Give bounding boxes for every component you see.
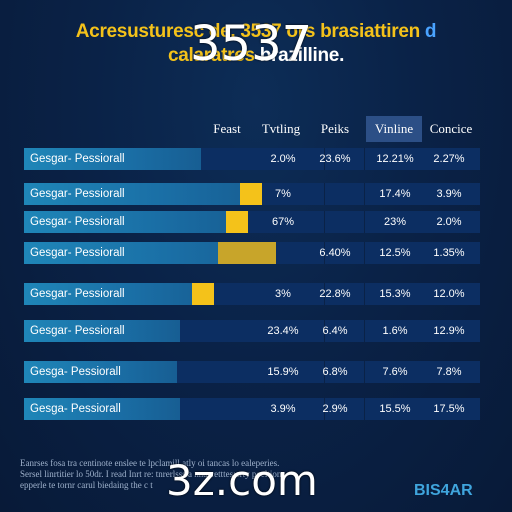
row-divider <box>364 148 365 170</box>
row-divider <box>324 361 325 383</box>
row-value-tvtling: 7% <box>275 188 291 200</box>
row-value-vinline: 15.3% <box>379 288 411 300</box>
chart-title: Acresusturesc de. 3537 ors brasiattiren … <box>0 20 512 68</box>
row-divider <box>364 398 365 420</box>
row-divider <box>364 361 365 383</box>
row-bar-fill <box>24 148 201 170</box>
row-bar-fill <box>24 361 177 383</box>
row-value-tvtling: 23.4% <box>267 325 299 337</box>
watermark-text: 3z.com <box>166 456 318 505</box>
row-divider <box>364 211 365 233</box>
row-value-tvtling: 15.9% <box>267 366 299 378</box>
row-value-peiks: 2.9% <box>322 403 348 415</box>
title-line-1: Acresusturesc de. 3537 ors brasiattiren … <box>0 20 512 44</box>
row-value-vinline: 12.21% <box>376 153 414 165</box>
row-divider <box>364 320 365 342</box>
column-header-tvtling: Tvtling <box>261 121 301 136</box>
table-row: Gesga- Pessiorall 3.9% 2.9% 15.5% 17.5% <box>24 398 480 420</box>
footer-note-line: epperle te tornr carul biedaing the c t <box>20 480 153 490</box>
row-value-concice: 3.9% <box>436 188 462 200</box>
row-value-peiks: 6.40% <box>319 247 351 259</box>
brand-logo: BIS4AR <box>414 482 473 499</box>
title-line-2-text: calaratres <box>167 45 260 66</box>
row-divider <box>324 242 325 264</box>
title-line-1-text: Acresusturesc de. 3537 ors brasiattiren <box>75 21 421 42</box>
table-row: Gesgar- Pessiorall 2.0% 23.6% 12.21% 2.27% <box>24 148 480 170</box>
row-divider <box>364 283 365 305</box>
row-value-vinline: 15.5% <box>379 403 411 415</box>
row-label: Gesgar- Pessiorall <box>30 288 125 300</box>
row-bar-fill <box>24 183 262 205</box>
table-row: Gesgar- Pessiorall 6.40% 12.5% 1.35% <box>24 242 480 264</box>
row-bar-highlight <box>218 242 276 264</box>
column-header-peiks: Peiks <box>320 121 350 136</box>
row-value-vinline: 7.6% <box>382 366 408 378</box>
row-bar-fill <box>24 283 214 305</box>
column-header-feast: Feast <box>213 121 241 136</box>
row-bar-fill <box>24 320 180 342</box>
row-divider <box>324 283 325 305</box>
footer-note-line: Sersel linrtitier lo 50dr. I read Inrt r… <box>20 469 284 479</box>
column-header-concice: Concice <box>429 121 473 136</box>
title-line-2: calaratres brazilline. <box>0 44 512 68</box>
row-bar-highlight <box>192 283 214 305</box>
row-value-vinline: 12.5% <box>379 247 411 259</box>
row-label: Gesgar- Pessiorall <box>30 153 125 165</box>
row-value-vinline: 1.6% <box>382 325 408 337</box>
row-value-concice: 7.8% <box>436 366 462 378</box>
row-value-peiks: 6.8% <box>322 366 348 378</box>
row-value-concice: 12.9% <box>433 325 465 337</box>
row-bar-fill <box>24 211 248 233</box>
row-label: Gesgar- Pessiorall <box>30 325 125 337</box>
title-line-1-tail: d <box>419 21 437 42</box>
overlay-number: 3537 <box>190 16 313 72</box>
table-row: Gesgar- Pessiorall 67% 23% 2.0% <box>24 211 480 233</box>
row-divider <box>324 211 325 233</box>
row-value-vinline: 17.4% <box>379 188 411 200</box>
row-value-concice: 17.5% <box>433 403 465 415</box>
row-divider <box>364 183 365 205</box>
footer-note-line: Eanrses fosa tra centinote enslee te lpc… <box>20 458 280 468</box>
row-divider <box>324 148 325 170</box>
table-row: Gesga- Pessiorall 15.9% 6.8% 7.6% 7.8% <box>24 361 480 383</box>
row-value-tvtling: 2.0% <box>270 153 296 165</box>
row-value-peiks <box>308 183 362 205</box>
title-line-2-tail: brazilline. <box>259 45 345 66</box>
row-label: Gesgar- Pessiorall <box>30 216 125 228</box>
row-divider <box>324 183 325 205</box>
row-value-peiks <box>308 211 362 233</box>
row-value-tvtling <box>256 242 310 264</box>
row-value-vinline: 23% <box>383 216 407 228</box>
row-label: Gesga- Pessiorall <box>30 403 121 415</box>
row-bar-fill <box>24 242 276 264</box>
row-value-tvtling: 3.9% <box>270 403 296 415</box>
row-value-peiks: 23.6% <box>319 153 351 165</box>
row-divider <box>364 242 365 264</box>
row-divider <box>324 398 325 420</box>
table-row: Gesgar- Pessiorall 7% 17.4% 3.9% <box>24 183 480 205</box>
row-label: Gesgar- Pessiorall <box>30 247 125 259</box>
footer-note: Eanrses fosa tra centinote enslee te lpc… <box>20 458 400 491</box>
row-value-tvtling: 3% <box>275 288 291 300</box>
row-label: Gesga- Pessiorall <box>30 366 121 378</box>
column-header-vinline: Vinline <box>366 116 422 142</box>
row-label: Gesgar- Pessiorall <box>30 188 125 200</box>
row-value-concice: 1.35% <box>433 247 465 259</box>
row-value-concice: 12.0% <box>433 288 465 300</box>
row-value-concice: 2.27% <box>433 153 465 165</box>
row-value-peiks: 6.4% <box>322 325 348 337</box>
table-row: Gesgar- Pessiorall 23.4% 6.4% 1.6% 12.9% <box>24 320 480 342</box>
table-header-row: Feast Tvtling Peiks Vinline Concice <box>0 116 512 142</box>
row-bar-highlight <box>226 211 248 233</box>
row-value-peiks: 22.8% <box>319 288 351 300</box>
row-bar-highlight <box>240 183 262 205</box>
row-value-concice: 2.0% <box>436 216 462 228</box>
row-bar-fill <box>24 398 180 420</box>
row-divider <box>324 320 325 342</box>
row-value-tvtling: 67% <box>271 216 295 228</box>
table-row: Gesgar- Pessiorall 3% 22.8% 15.3% 12.0% <box>24 283 480 305</box>
